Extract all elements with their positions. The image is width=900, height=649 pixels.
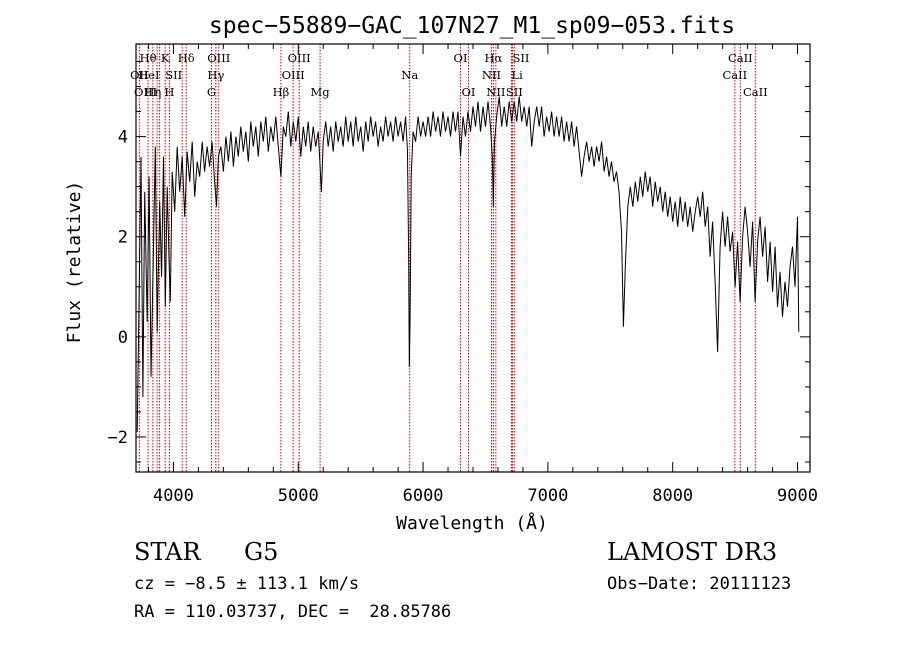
y-tick-label: 4: [118, 128, 128, 148]
marker-label: Mg: [311, 85, 331, 99]
x-tick-label: 4000: [153, 486, 194, 506]
x-tick-label: 5000: [278, 486, 319, 506]
x-axis-label: Wavelength (Å): [396, 512, 548, 534]
chart-title: spec−55889−GAC_107N27_M1_sp09−053.fits: [209, 13, 735, 39]
marker-label: Na: [401, 68, 418, 82]
y-tick-label: −2: [108, 428, 128, 448]
marker-label: Hθ: [140, 51, 157, 65]
y-axis-label: Flux (relative): [64, 181, 85, 344]
marker-label: Hα: [484, 51, 502, 65]
object-subclass: G5: [244, 538, 279, 566]
x-axis-ticks: 4000 5000 6000 7000 8000 9000: [147, 44, 818, 506]
marker-label: Hη: [144, 85, 161, 99]
marker-label: OIII: [288, 51, 311, 65]
marker-label: NII: [486, 85, 505, 99]
marker-label: Hβ: [273, 85, 290, 99]
marker-label: G: [207, 85, 216, 99]
object-class: STAR: [134, 538, 201, 566]
y-axis-ticks: −2 0 2 4: [108, 61, 810, 463]
marker-label: HeI: [138, 68, 159, 82]
marker-label: SII: [506, 85, 523, 99]
marker-label: CaII: [743, 85, 768, 99]
observation-date: Obs−Date: 20111123: [607, 574, 792, 594]
marker-label: NII: [482, 68, 501, 82]
marker-label: OIII: [134, 85, 157, 99]
marker-label: OI: [462, 85, 476, 99]
marker-label: Hδ: [178, 51, 195, 65]
marker-label: Li: [511, 68, 523, 82]
marker-label: SII: [512, 51, 529, 65]
marker-label: SII: [165, 68, 182, 82]
x-tick-label: 7000: [527, 486, 568, 506]
marker-label: OIII: [282, 68, 305, 82]
x-tick-label: 6000: [403, 486, 444, 506]
survey-name: LAMOST DR3: [607, 538, 778, 566]
marker-label: OIII: [207, 51, 230, 65]
redshift-velocity: cz = −8.5 ± 113.1 km/s: [134, 574, 360, 594]
marker-label: H: [164, 85, 174, 99]
marker-label: CaII: [722, 68, 747, 82]
marker-label: OII: [130, 68, 149, 82]
y-tick-label: 2: [118, 228, 128, 248]
marker-label: Hγ: [207, 68, 224, 82]
x-tick-label: 8000: [652, 486, 693, 506]
marker-label: OI: [454, 51, 468, 65]
x-tick-label: 9000: [777, 486, 818, 506]
y-tick-label: 0: [118, 328, 128, 348]
spectrum-line: [136, 96, 800, 433]
marker-label: K: [161, 51, 170, 65]
coordinates: RA = 110.03737, DEC = 28.85786: [134, 602, 452, 622]
line-markers: [138, 44, 756, 472]
marker-label: CaII: [728, 51, 753, 65]
